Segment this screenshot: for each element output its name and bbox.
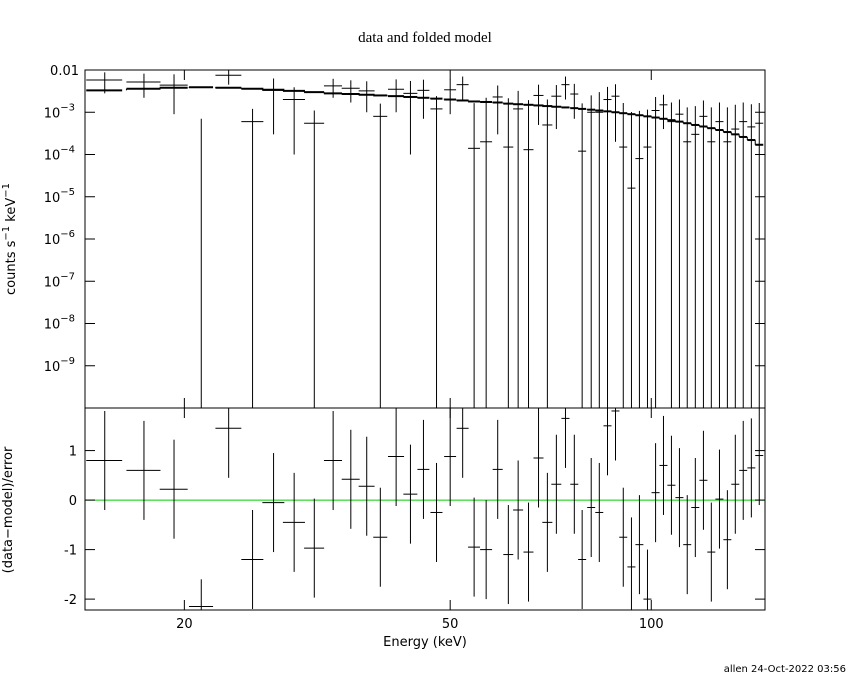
resid-y-tick-label: 0 [69, 494, 77, 509]
y-tick-base: 10 [44, 191, 61, 206]
resid-y-tick-label: 1 [69, 445, 77, 460]
y-tick-exponent: −8 [60, 314, 75, 325]
y-tick-base: 10 [44, 318, 61, 333]
y-tick-label: 10−5 [44, 187, 75, 206]
resid-axis-label: (data−model)/error [1, 446, 16, 573]
y-label-part: keV [4, 198, 19, 226]
y-tick-label: 10−3 [44, 102, 75, 121]
y-tick-label: 10−7 [44, 271, 75, 290]
y-tick-exponent: −6 [60, 229, 75, 240]
y-tick-label: 10−8 [44, 314, 75, 333]
y-tick-exponent: −4 [60, 145, 75, 156]
y-tick-label: 0.01 [50, 64, 79, 79]
y-label-part: −1 [1, 226, 12, 241]
footer: allen 24-Oct-2022 03:56 [724, 664, 846, 675]
y-tick-exponent: −3 [60, 102, 75, 113]
x-tick-label: 50 [442, 617, 459, 632]
y-tick-exponent: −7 [60, 271, 75, 282]
y-tick-exponent: −9 [60, 356, 75, 367]
axes: 20 50 1000.0110−310−410−510−610−710−810−9-… [44, 64, 765, 632]
y-tick-base: 10 [44, 360, 61, 375]
y-tick-exponent: −5 [60, 187, 75, 198]
chart-title: data and folded model [358, 30, 492, 46]
y-tick-label: 10−9 [44, 356, 75, 375]
residual-panel [85, 408, 765, 610]
y-axis-label: counts s−1 keV−1 [1, 183, 19, 295]
y-tick-base: 10 [44, 233, 61, 248]
y-tick-base: 10 [44, 275, 61, 290]
x-tick-label: 20 [176, 617, 193, 632]
y-tick-base: 10 [44, 106, 61, 121]
y-tick-label: 10−6 [44, 229, 75, 248]
x-tick-label: 100 [639, 617, 664, 632]
bottom-frame [84, 407, 766, 611]
resid-y-tick-label: -2 [64, 593, 77, 608]
resid-y-tick-label: -1 [64, 544, 77, 559]
y-tick-base: 10 [44, 149, 61, 164]
x-axis-label: Energy (keV) [383, 635, 467, 650]
y-tick-label: 10−4 [44, 145, 75, 164]
y-label-part: counts s [4, 240, 19, 295]
spectrum-panel [86, 70, 764, 408]
y-label-part: −1 [1, 183, 12, 198]
